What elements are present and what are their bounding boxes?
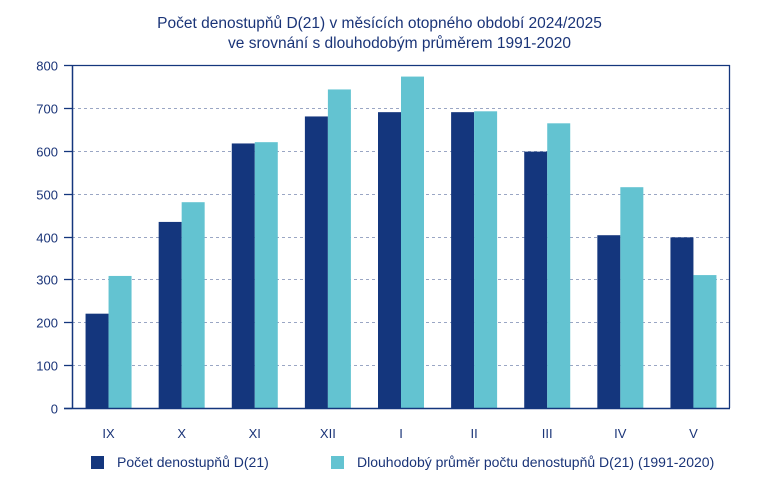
y-tick-label: 300 (36, 273, 58, 288)
chart-subtitle: ve srovnání s dlouhodobým průměrem 1991-… (228, 35, 571, 52)
bar-current (451, 112, 475, 408)
y-tick-label: 200 (36, 316, 58, 331)
x-tick-label: IV (614, 426, 627, 441)
bar-current (524, 151, 548, 409)
y-tick-label: 500 (36, 188, 58, 203)
bar-current (85, 313, 109, 408)
x-tick-label: V (689, 426, 698, 441)
y-tick-label: 800 (36, 59, 58, 74)
bar-current (304, 116, 328, 408)
bar-average (108, 275, 132, 408)
x-tick-label: IX (102, 426, 115, 441)
x-tick-label: XI (249, 426, 261, 441)
bar-average (254, 142, 278, 409)
bar-average (181, 202, 205, 408)
bar-current (231, 143, 255, 408)
y-tick-label: 400 (36, 231, 58, 246)
legend-swatch-average (331, 455, 344, 469)
bar-average (401, 76, 424, 409)
bar-average (693, 275, 717, 408)
bar-average (474, 111, 498, 409)
chart-title: Počet denostupňů D(21) v měsících otopné… (157, 15, 602, 32)
y-tick-label: 0 (51, 402, 58, 417)
y-tick-label: 600 (36, 145, 58, 160)
y-tick-label: 700 (36, 102, 58, 117)
legend-label-average: Dlouhodobý průměr počtu denostupňů D(21)… (357, 454, 715, 470)
legend-item-average: Dlouhodobý průměr počtu denostupňů D(21)… (331, 454, 714, 470)
legend-swatch-current (91, 455, 104, 469)
bar-average (327, 89, 351, 408)
x-tick-label: XII (320, 426, 336, 441)
bar-current (378, 112, 401, 408)
legend-label-current: Počet denostupňů D(21) (117, 454, 269, 470)
bar-current (158, 221, 182, 408)
y-tick-label: 100 (36, 359, 58, 374)
bar-current (670, 237, 694, 408)
bar-average (547, 123, 571, 408)
bar-current (597, 235, 621, 408)
x-tick-label: II (470, 426, 477, 441)
legend-item-current: Počet denostupňů D(21) (91, 454, 269, 470)
x-tick-label: X (177, 426, 186, 441)
x-tick-label: III (542, 426, 553, 441)
x-tick-label: I (399, 426, 403, 441)
bar-average (620, 187, 644, 408)
